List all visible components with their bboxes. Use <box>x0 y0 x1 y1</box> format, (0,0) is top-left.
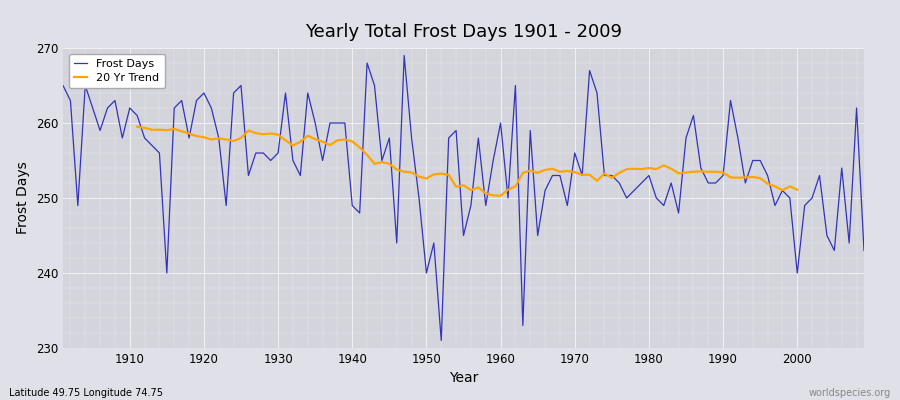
Line: 20 Yr Trend: 20 Yr Trend <box>137 127 797 196</box>
X-axis label: Year: Year <box>449 372 478 386</box>
Title: Yearly Total Frost Days 1901 - 2009: Yearly Total Frost Days 1901 - 2009 <box>305 23 622 41</box>
Frost Days <box>280 90 291 95</box>
20 Yr Trend <box>703 169 714 174</box>
20 Yr Trend <box>792 187 803 192</box>
Frost Days <box>502 196 513 200</box>
20 Yr Trend <box>220 137 231 142</box>
Line: Frost Days: Frost Days <box>63 56 864 340</box>
20 Yr Trend <box>599 171 610 176</box>
20 Yr Trend <box>688 169 698 174</box>
20 Yr Trend <box>332 138 343 143</box>
Legend: Frost Days, 20 Yr Trend: Frost Days, 20 Yr Trend <box>68 54 165 88</box>
20 Yr Trend <box>495 193 506 198</box>
Frost Days <box>117 136 128 140</box>
Frost Days <box>859 248 869 253</box>
Text: Latitude 49.75 Longitude 74.75: Latitude 49.75 Longitude 74.75 <box>9 388 163 398</box>
Frost Days <box>436 338 446 343</box>
Frost Days <box>58 83 68 88</box>
Frost Days <box>399 53 410 58</box>
Text: worldspecies.org: worldspecies.org <box>809 388 891 398</box>
Y-axis label: Frost Days: Frost Days <box>16 162 31 234</box>
20 Yr Trend <box>131 124 142 129</box>
20 Yr Trend <box>770 184 780 189</box>
Frost Days <box>510 83 521 88</box>
Frost Days <box>599 173 610 178</box>
Frost Days <box>325 121 336 126</box>
